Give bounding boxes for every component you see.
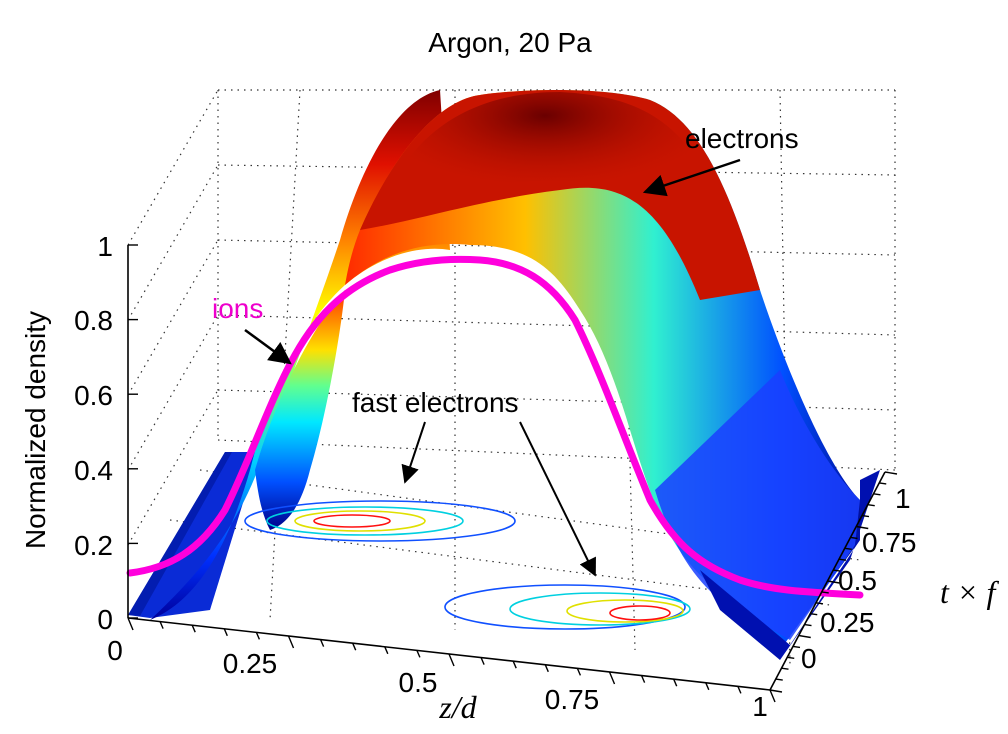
x-tick-mark xyxy=(319,639,325,647)
x-tick-mark xyxy=(673,678,678,687)
x-tick-mark xyxy=(480,657,485,665)
y-tick-mark xyxy=(867,504,875,507)
y-tick-mark xyxy=(884,471,898,475)
annotation-ions: ions xyxy=(212,293,263,324)
x-tick-label: 0.75 xyxy=(545,684,600,715)
electrons-surface xyxy=(150,90,880,660)
arrow-ions xyxy=(244,328,292,365)
arrow-electrons xyxy=(642,158,741,197)
y-tick-mark xyxy=(781,667,789,670)
annotation-electrons: electrons xyxy=(685,123,799,154)
z-tick-label: 0.2 xyxy=(74,530,113,561)
x-tick-mark xyxy=(705,682,710,691)
y-tick-mark xyxy=(856,525,869,530)
y-tick-label: 0 xyxy=(801,643,817,674)
fast-electrons-contour-2 xyxy=(444,584,691,630)
x-tick-mark xyxy=(287,635,295,649)
y-tick-mark xyxy=(850,536,858,540)
y-tick-label: 0.25 xyxy=(820,607,875,638)
x-tick-mark xyxy=(448,653,455,667)
chart-title: Argon, 20 Pa xyxy=(428,27,592,58)
z-tick-label: 0.4 xyxy=(74,455,113,486)
y-tick-mark xyxy=(838,558,847,561)
x-tick-mark xyxy=(640,675,646,683)
x-tick-mark xyxy=(769,689,776,703)
z-tick-label: 0.6 xyxy=(74,380,113,411)
y-tick-mark xyxy=(821,591,829,594)
x-tick-mark xyxy=(737,686,742,694)
y-tick-label: 0.75 xyxy=(862,527,917,558)
z-tick-label: 1 xyxy=(97,231,113,262)
x-tick-mark xyxy=(512,660,517,669)
z-tick-labels: 0 0.2 0.4 0.6 0.8 1 xyxy=(74,231,113,635)
x-tick-mark xyxy=(576,668,582,676)
x-tick-mark xyxy=(544,664,549,673)
x-tick-mark xyxy=(223,628,228,637)
arrow-fast-electrons-1 xyxy=(401,421,426,484)
y-tick-mark xyxy=(810,613,818,616)
y-tick-mark xyxy=(873,493,881,496)
z-axis-label: Normalized density xyxy=(20,311,51,549)
y-tick-mark xyxy=(804,623,812,627)
arrow-fast-electrons-2 xyxy=(519,421,596,577)
y-tick-mark xyxy=(815,602,824,605)
y-tick-mark xyxy=(833,569,841,572)
x-tick-label: 1 xyxy=(752,691,768,722)
annotation-fast-electrons: fast electrons xyxy=(352,387,519,418)
fast-electrons-contour-1 xyxy=(244,500,516,542)
ions-line xyxy=(126,255,864,599)
x-tick-mark xyxy=(159,621,164,629)
y-tick-mark xyxy=(827,580,840,584)
y-tick-mark xyxy=(879,482,887,485)
x-tick-mark xyxy=(352,642,357,651)
y-tick-mark xyxy=(861,514,870,518)
y-tick-mark xyxy=(844,547,852,550)
x-tick-mark xyxy=(191,624,196,633)
y-tick-mark xyxy=(792,645,801,649)
z-tick-label: 0 xyxy=(97,604,113,635)
x-tick-label: 0.5 xyxy=(399,667,438,698)
y-tick-labels: 0 0.25 0.5 0.75 1 xyxy=(801,483,917,674)
x-tick-labels: 0 0.25 0.5 0.75 1 xyxy=(107,635,768,722)
x-tick-label: 0.25 xyxy=(223,648,278,679)
x-axis-label: z/d xyxy=(438,689,477,725)
x-tick-mark xyxy=(127,617,134,631)
y-axis-label: t × f xyxy=(940,574,999,610)
y-tick-mark xyxy=(769,689,783,693)
y-tick-mark xyxy=(775,678,783,681)
y-tick-mark xyxy=(798,634,811,639)
y-tick-mark xyxy=(787,656,795,659)
y-tick-label: 1 xyxy=(895,483,911,514)
y-tick-label: 0.5 xyxy=(838,565,877,596)
x-tick-label: 0 xyxy=(107,635,123,666)
x-tick-mark xyxy=(608,671,616,685)
x-tick-mark xyxy=(384,646,389,655)
x-tick-mark xyxy=(255,632,261,640)
axis-ticks xyxy=(127,244,898,703)
z-tick-label: 0.8 xyxy=(74,305,113,336)
x-tick-mark xyxy=(416,650,421,658)
